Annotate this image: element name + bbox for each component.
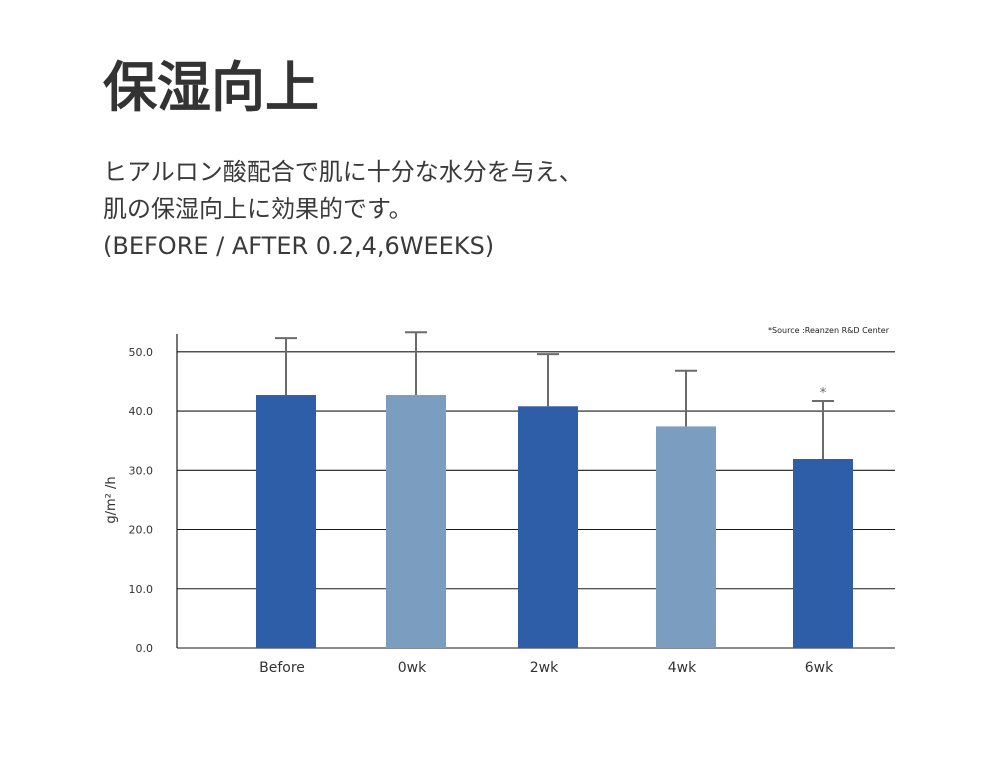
- bar-before: [256, 395, 316, 648]
- description-line: ヒアルロン酸配合で肌に十分な水分を与え、: [103, 158, 583, 186]
- y-tick-label: 40.0: [129, 405, 154, 418]
- y-tick-label: 50.0: [129, 346, 154, 359]
- annotations: *: [820, 386, 827, 401]
- error-bars: [275, 331, 834, 460]
- y-tick-label: 20.0: [129, 524, 154, 537]
- x-tick-label: 6wk: [805, 660, 834, 676]
- bar-4wk: [656, 426, 716, 648]
- page-title: 保湿向上: [103, 56, 319, 119]
- description-line: 肌の保湿向上に効果的です。: [103, 195, 413, 223]
- y-tick-label: 30.0: [129, 464, 154, 477]
- y-tick-label: 0.0: [136, 642, 154, 655]
- bars: [256, 395, 853, 648]
- x-tick-label: 4wk: [668, 660, 697, 676]
- significance-marker: *: [820, 386, 827, 401]
- y-tick-labels: 0.0 10.0 20.0 30.0 40.0 50.0: [129, 346, 154, 655]
- bar-6wk: [793, 459, 853, 648]
- x-tick-labels: Before 0wk 2wk 4wk 6wk: [259, 660, 834, 676]
- x-tick-label: 2wk: [530, 660, 559, 676]
- x-tick-label: Before: [259, 660, 305, 676]
- y-tick-label: 10.0: [129, 583, 154, 596]
- y-axis-label: g/m² /h: [104, 476, 119, 523]
- x-tick-label: 0wk: [398, 660, 427, 676]
- bar-2wk: [518, 406, 578, 648]
- description-line: (BEFORE / AFTER 0.2,4,6WEEKS): [103, 232, 495, 260]
- bar-0wk: [386, 395, 446, 648]
- source-note: *Source :Reanzen R&D Center: [768, 326, 890, 335]
- description: ヒアルロン酸配合で肌に十分な水分を与え、 肌の保湿向上に効果的です。 (BEFO…: [103, 154, 583, 265]
